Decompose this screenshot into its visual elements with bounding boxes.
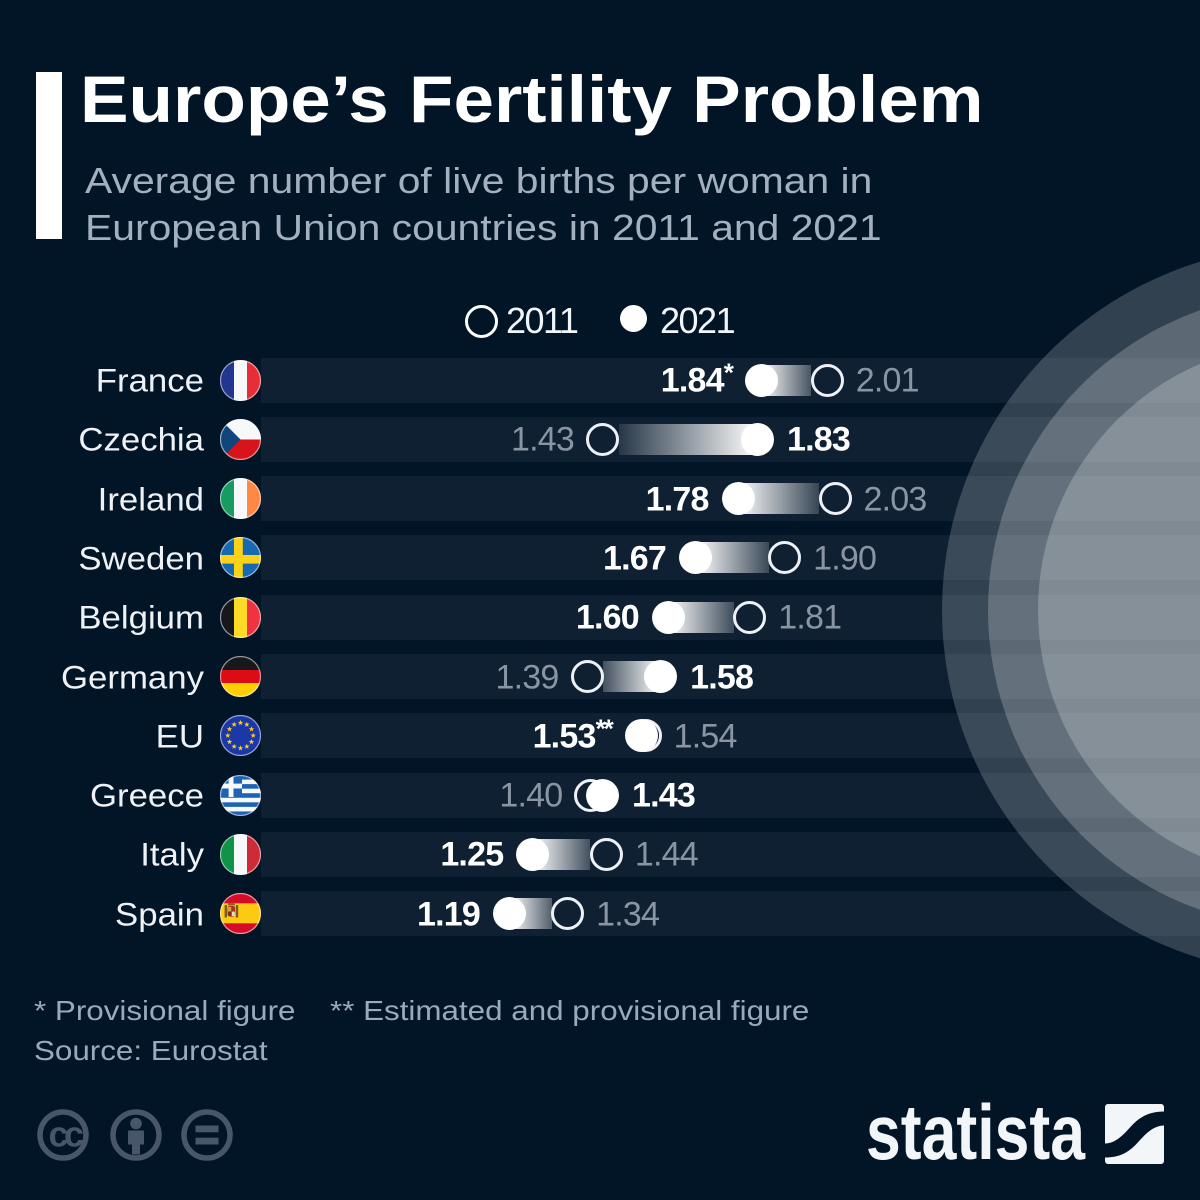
svg-text:cc: cc [48, 1114, 83, 1155]
svg-text:statista: statista [866, 1090, 1085, 1170]
